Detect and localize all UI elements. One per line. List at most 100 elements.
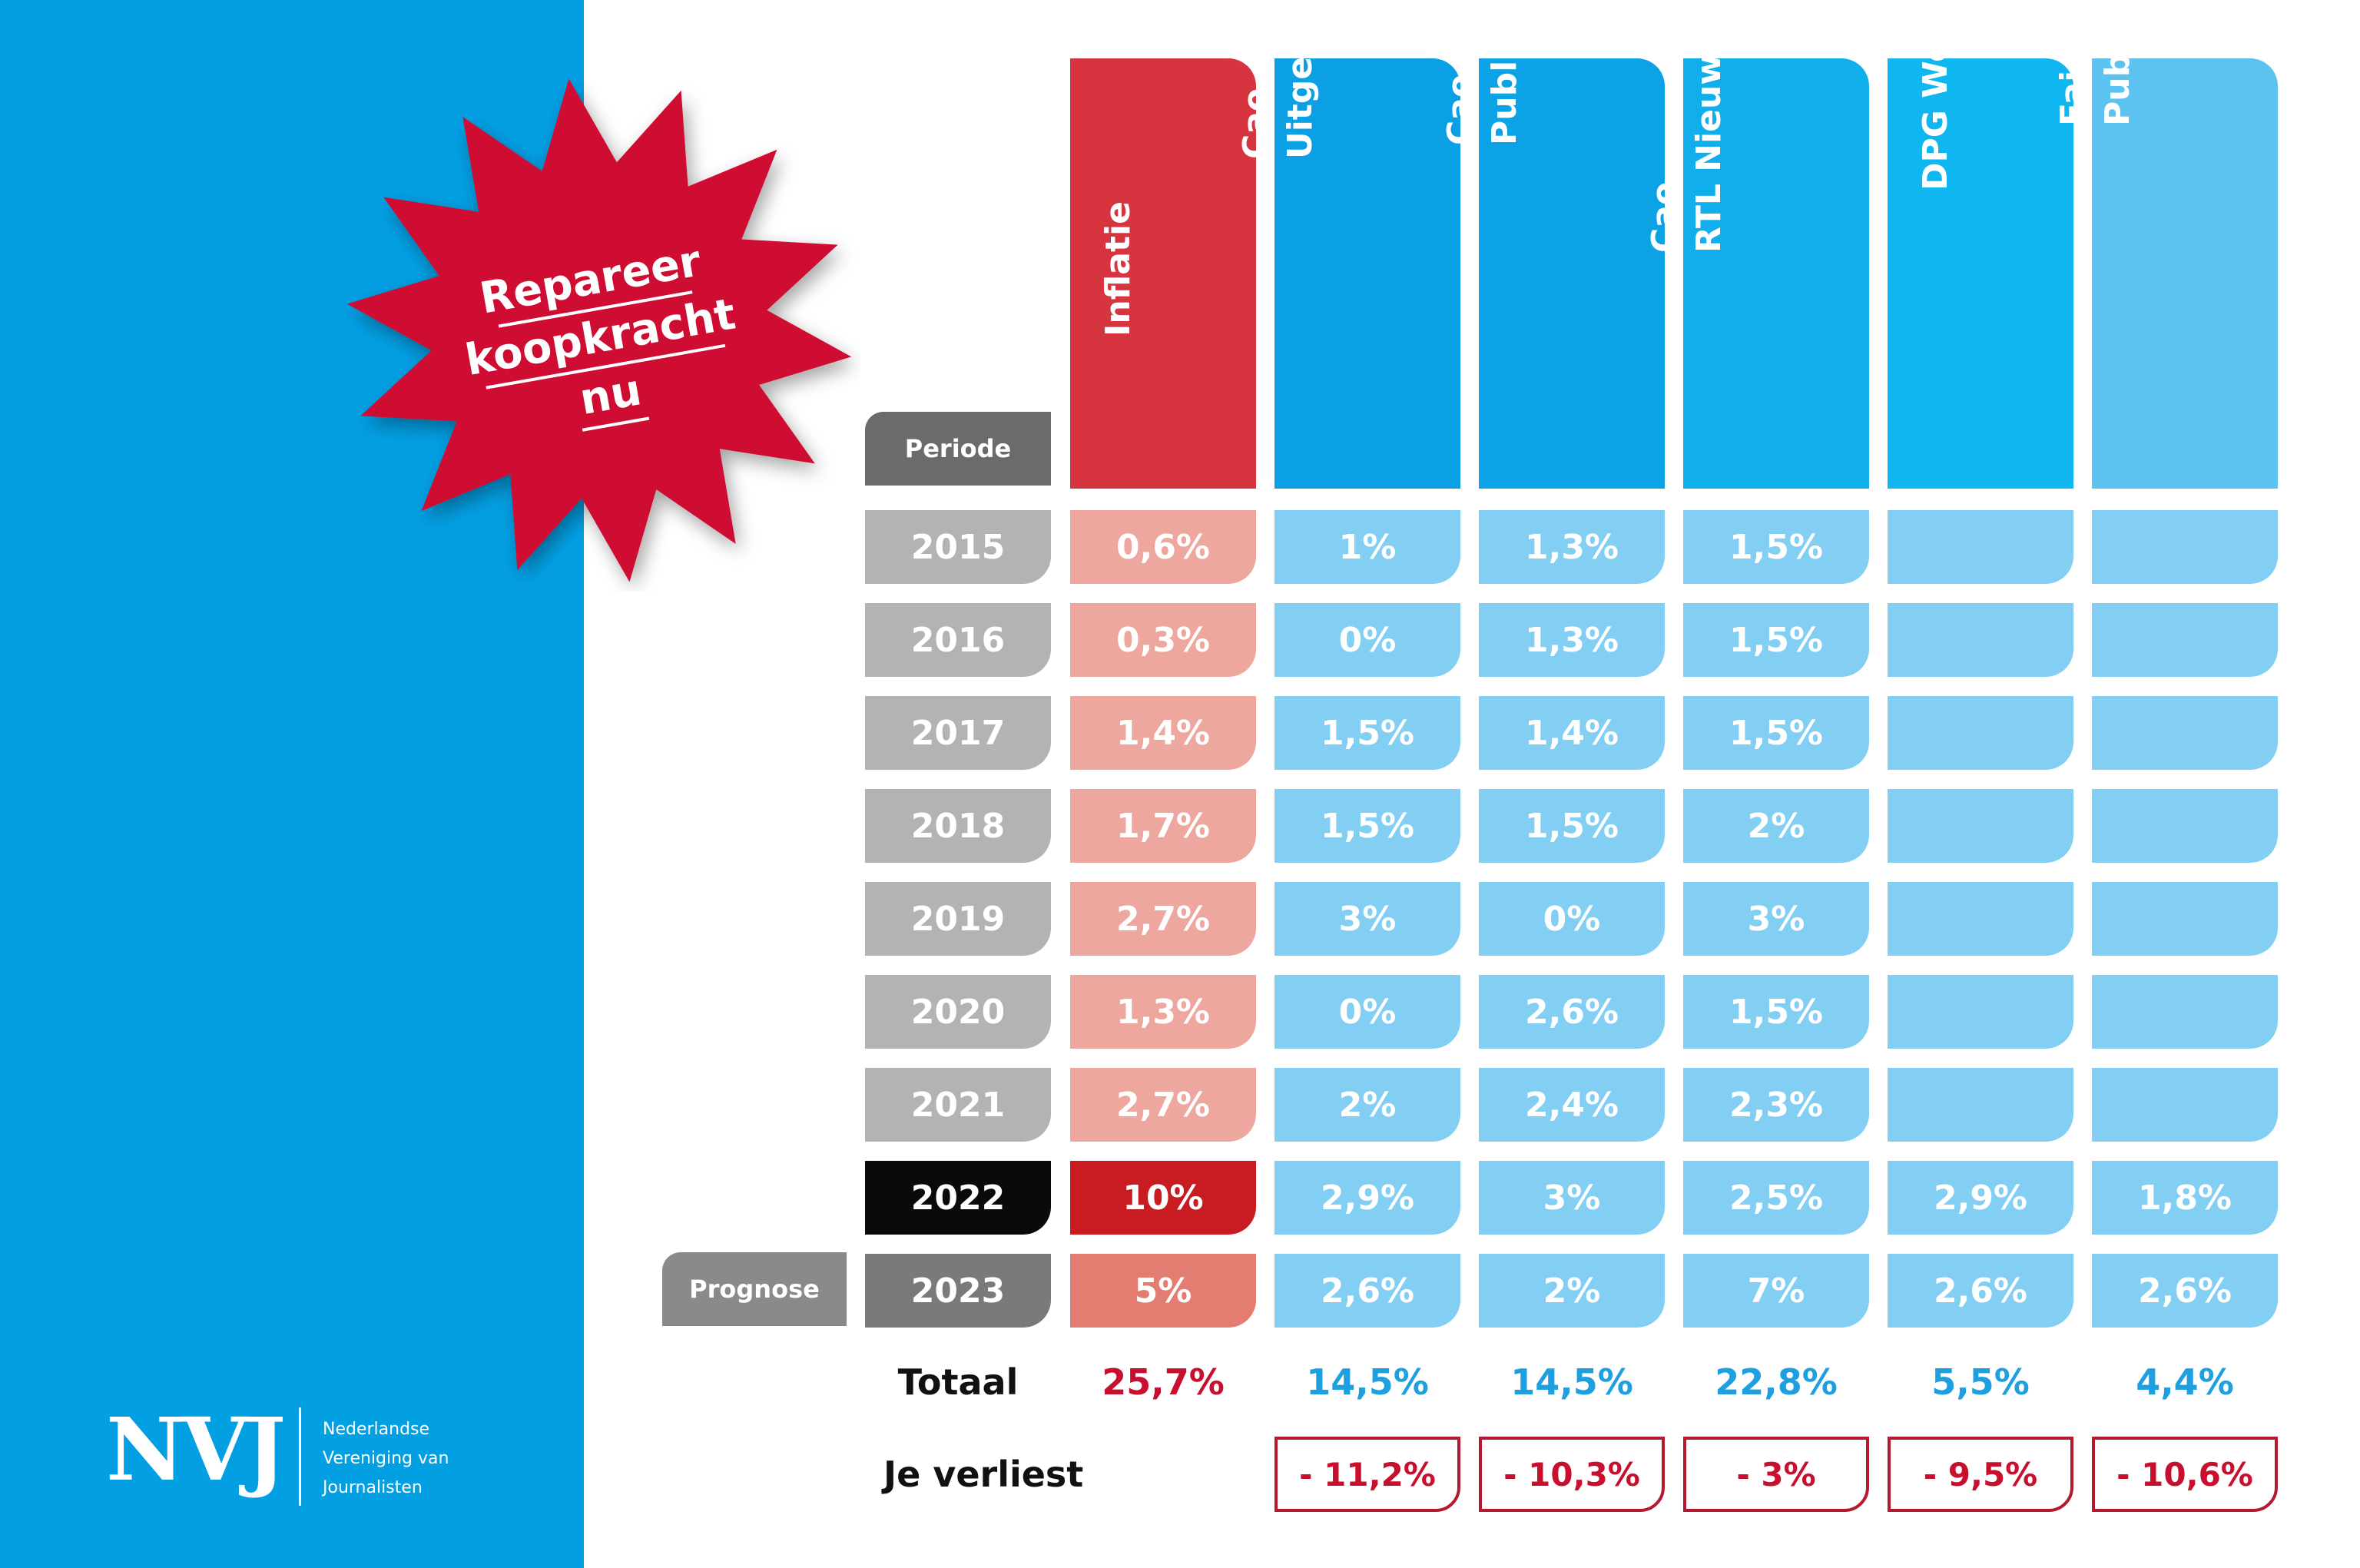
- value-cell: 2,3%: [1683, 1068, 1869, 1142]
- value-cell: [2092, 882, 2278, 956]
- column-header-2: Cao Uitgeverijbedrijf: [1236, 0, 1460, 489]
- value-cell: 1,8%: [2092, 1161, 2278, 1235]
- column-header-6: Fair Practice CodePublieke Omroep: [2053, 0, 2278, 489]
- year-cell: 2023: [865, 1254, 1051, 1328]
- value-cell: 10%: [1070, 1161, 1256, 1235]
- value-cell: 1,4%: [1070, 696, 1256, 770]
- value-cell: 2,9%: [1888, 1161, 2073, 1235]
- column-header-line: Publieke Omroep: [1483, 0, 1527, 145]
- value-cell: 7%: [1683, 1254, 1869, 1328]
- column-header-text-5: DPG Werkcode: [1914, 0, 1958, 191]
- value-cell: 1,5%: [1683, 696, 1869, 770]
- value-cell: 1,5%: [1274, 696, 1460, 770]
- value-cell: 2,7%: [1070, 1068, 1256, 1142]
- value-cell: 1,3%: [1479, 510, 1665, 584]
- prognose-label: Prognose: [662, 1252, 847, 1326]
- loss-value: - 3%: [1683, 1437, 1869, 1512]
- column-header-text-4: Cao RTL Nieuws: [1642, 34, 1732, 253]
- loss-value: - 9,5%: [1888, 1437, 2073, 1512]
- value-cell: 0,6%: [1070, 510, 1256, 584]
- value-cell: [1888, 510, 2073, 584]
- total-value: 5,5%: [1931, 1361, 2030, 1403]
- total-value: 14,5%: [1510, 1361, 1633, 1403]
- value-cell: 2,6%: [1479, 975, 1665, 1049]
- total-value: 25,7%: [1102, 1361, 1225, 1403]
- value-cell: 2,6%: [2092, 1254, 2278, 1328]
- loss-label: Je verliest: [883, 1454, 1084, 1495]
- column-header-text-3: CaoPublieke Omroep: [1438, 0, 1527, 145]
- year-cell: 2019: [865, 882, 1051, 956]
- column-header-line: Publieke Omroep: [2096, 0, 2140, 126]
- column-header-5: DPG Werkcode: [1888, 0, 2073, 489]
- value-cell: 1,5%: [1274, 789, 1460, 863]
- value-cell: [1888, 975, 2073, 1049]
- logo-line-2: Vereniging van: [323, 1449, 449, 1468]
- value-cell: 1%: [1274, 510, 1460, 584]
- value-cell: 2%: [1274, 1068, 1460, 1142]
- value-cell: [2092, 975, 2278, 1049]
- value-cell: [1888, 696, 2073, 770]
- value-cell: [2092, 1068, 2278, 1142]
- value-cell: 1,5%: [1683, 603, 1869, 677]
- value-cell: 2,5%: [1683, 1161, 1869, 1235]
- value-cell: 2,7%: [1070, 882, 1256, 956]
- column-header-line: DPG Werkcode: [1916, 0, 1955, 191]
- year-cell: 2018: [865, 789, 1051, 863]
- loss-value: - 10,3%: [1479, 1437, 1665, 1512]
- value-cell: 3%: [1479, 1161, 1665, 1235]
- starburst-badge: Repareer koopkracht nu: [346, 78, 852, 582]
- value-cell: 0%: [1274, 975, 1460, 1049]
- value-cell: 2%: [1683, 789, 1869, 863]
- value-cell: [2092, 789, 2278, 863]
- column-header-text-1: Inflatie: [1096, 201, 1141, 336]
- column-header-line: Cao: [1440, 74, 1480, 146]
- column-header-text-6: Fair Practice CodePublieke Omroep: [2051, 0, 2140, 126]
- column-header-1: Inflatie: [1070, 58, 1256, 489]
- value-cell: 2,9%: [1274, 1161, 1460, 1235]
- value-cell: 0%: [1479, 882, 1665, 956]
- value-cell: [1888, 603, 2073, 677]
- year-cell: 2020: [865, 975, 1051, 1049]
- periode-header: Periode: [865, 412, 1051, 486]
- column-header-text-2: Cao Uitgeverijbedrijf: [1234, 0, 1323, 159]
- column-header-line: Inflatie: [1099, 201, 1138, 337]
- column-header-line: RTL Nieuws: [1689, 33, 1729, 253]
- total-value: 4,4%: [2136, 1361, 2234, 1403]
- value-cell: 2,4%: [1479, 1068, 1665, 1142]
- nvj-logo: NVJ Nederlandse Vereniging van Journalis…: [106, 1407, 505, 1530]
- value-cell: 3%: [1683, 882, 1869, 956]
- value-cell: 1,5%: [1683, 510, 1869, 584]
- column-header-3: CaoPublieke Omroep: [1440, 0, 1665, 489]
- value-cell: 2,6%: [1274, 1254, 1460, 1328]
- column-header-line: Cao: [1236, 88, 1275, 159]
- value-cell: [2092, 696, 2278, 770]
- total-value: 14,5%: [1306, 1361, 1429, 1403]
- value-cell: 0%: [1274, 603, 1460, 677]
- loss-value: - 11,2%: [1274, 1437, 1460, 1512]
- value-cell: 1,7%: [1070, 789, 1256, 863]
- year-cell: 2017: [865, 696, 1051, 770]
- value-cell: 1,5%: [1683, 975, 1869, 1049]
- logo-mark: NVJ: [106, 1400, 286, 1500]
- value-cell: 1,3%: [1070, 975, 1256, 1049]
- logo-line-3: Journalisten: [323, 1478, 423, 1497]
- logo-divider: [299, 1407, 301, 1506]
- value-cell: 1,5%: [1479, 789, 1665, 863]
- year-cell: 2021: [865, 1068, 1051, 1142]
- column-header-4: Cao RTL Nieuws: [1645, 34, 1869, 489]
- value-cell: [1888, 789, 2073, 863]
- value-cell: [1888, 882, 2073, 956]
- logo-line-1: Nederlandse: [323, 1420, 430, 1439]
- column-header-line: Uitgeverijbedrijf: [1281, 0, 1320, 159]
- value-cell: [1888, 1068, 2073, 1142]
- totals-label: Totaal: [897, 1361, 1019, 1403]
- column-header-line: Cao: [1645, 181, 1684, 253]
- column-header-line: Fair Practice Code: [2051, 0, 2096, 126]
- loss-value: - 10,6%: [2092, 1437, 2278, 1512]
- year-cell: 2022: [865, 1161, 1051, 1235]
- value-cell: 1,3%: [1479, 603, 1665, 677]
- year-cell: 2016: [865, 603, 1051, 677]
- value-cell: 2%: [1479, 1254, 1665, 1328]
- logo-name: Nederlandse Vereniging van Journalisten: [323, 1415, 449, 1503]
- value-cell: [2092, 510, 2278, 584]
